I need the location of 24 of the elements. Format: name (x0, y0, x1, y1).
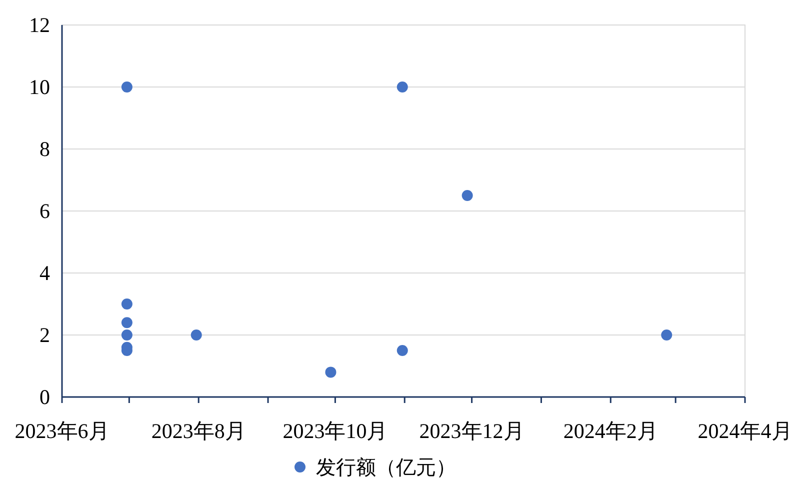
point (121, 298, 132, 310)
point (121, 82, 132, 92)
y-tick-label: 12 (29, 13, 50, 37)
point (396, 345, 408, 356)
point (121, 330, 132, 340)
point (462, 190, 473, 201)
y-tick-label: 6 (40, 199, 50, 223)
y-tick-label: 10 (29, 75, 50, 99)
point (121, 317, 132, 328)
y-tick-label: 2 (40, 323, 50, 347)
point (396, 82, 408, 92)
point (190, 330, 202, 340)
y-tick-label: 4 (40, 261, 50, 285)
point (661, 330, 672, 340)
x-tick-label: 2023年6月 (14, 419, 110, 443)
x-tick-label: 2024年4月 (698, 419, 792, 443)
x-tick-label: 2023年12月 (419, 419, 524, 443)
y-tick-label: 0 (40, 385, 50, 409)
y-tick-label: 8 (40, 137, 50, 161)
x-tick-label: 2023年10月 (282, 419, 388, 443)
x-tick-label: 2023年8月 (151, 419, 246, 443)
point (325, 366, 336, 378)
legend-label: 发行额（亿元） (316, 457, 456, 479)
x-tick-label: 2024年2月 (563, 419, 658, 443)
